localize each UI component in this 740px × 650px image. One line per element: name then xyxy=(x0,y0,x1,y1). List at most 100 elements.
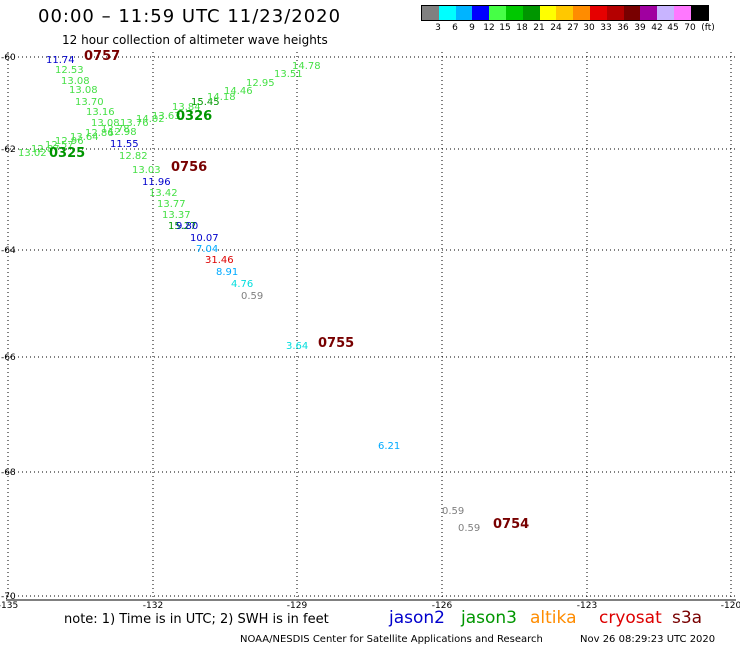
legend-label: 39 xyxy=(634,23,646,33)
x-tick-label: -120 xyxy=(721,601,740,610)
legend-label: 27 xyxy=(567,23,579,33)
legend-swatch xyxy=(690,6,708,20)
wave-height-value: 13.16 xyxy=(86,107,115,118)
wave-height-value: 12.98 xyxy=(108,127,137,138)
wave-height-value: 13.51 xyxy=(274,69,303,80)
legend-swatch xyxy=(505,6,523,20)
wave-height-value: 13.08 xyxy=(69,85,98,96)
legend-label: 15 xyxy=(499,23,511,33)
y-tick-label: -64 xyxy=(1,246,16,256)
wave-height-value: 12.53 xyxy=(55,65,84,76)
wave-height-value: 12.57 xyxy=(45,140,74,151)
wave-height-value: 13.76 xyxy=(120,118,149,129)
wave-height-value: 31.46 xyxy=(205,255,234,266)
legend-swatch xyxy=(589,6,607,20)
pass-time-label: 0756 xyxy=(171,160,207,175)
x-tick-label: -129 xyxy=(287,601,308,610)
x-tick-label: -132 xyxy=(143,601,163,610)
x-tick-label: -123 xyxy=(577,601,597,610)
wave-height-map: -135 -132 -129 -126 -123 -120 -60 -62 -64 -66 -68 -… xyxy=(0,49,740,610)
legend-swatch xyxy=(455,6,473,20)
x-tick-label: -126 xyxy=(432,601,453,610)
legend-swatch xyxy=(657,6,674,20)
wave-height-value: 13.02 xyxy=(18,148,47,159)
wave-height-value: 12.95 xyxy=(246,78,275,89)
wave-height-value: 11.74 xyxy=(46,55,75,66)
wave-height-value: 13.63 xyxy=(152,111,181,122)
wave-height-value: 12.82 xyxy=(119,151,148,162)
wave-height-value: 13.70 xyxy=(75,97,104,108)
pass-time-label: 0754 xyxy=(493,517,529,532)
wave-height-observations: 11.7412.5313.0813.0813.7013.1613.0812.78… xyxy=(18,55,480,534)
pass-time-label: 0757 xyxy=(84,49,120,64)
wave-height-value: 12.86 xyxy=(85,128,114,139)
wave-height-value: 8.91 xyxy=(216,267,238,278)
legend-swatch xyxy=(489,6,506,20)
wave-height-value: 15.45 xyxy=(191,97,220,108)
footer-note: note: 1) Time is in UTC; 2) SWH is in fe… xyxy=(64,612,329,627)
legend-swatch xyxy=(556,6,574,20)
wave-height-value: 13.37 xyxy=(162,210,191,221)
legend-label: 33 xyxy=(600,23,612,33)
y-tick-label: -70 xyxy=(1,592,16,602)
wave-height-value: 13.64 xyxy=(70,132,99,143)
chart-subtitle: 12 hour collection of altimeter wave hei… xyxy=(62,33,328,47)
legend-swatch xyxy=(422,6,439,20)
pass-time-labels: 0757 0326 0325 0756 0755 0754 xyxy=(49,49,529,532)
wave-height-value: 4.76 xyxy=(231,279,253,290)
wave-height-value: 12.78 xyxy=(101,124,130,135)
wave-height-value: 13.84 xyxy=(172,102,201,113)
legend-swatch xyxy=(640,6,658,20)
wave-height-value: 13.03 xyxy=(132,165,161,176)
chart-title: 00:00 – 11:59 UTC 11/23/2020 xyxy=(38,6,342,27)
wave-height-value: 11.96 xyxy=(142,177,171,188)
wave-height-value: 6.21 xyxy=(378,441,400,452)
wave-height-value: 0.59 xyxy=(442,506,464,517)
legend-swatch xyxy=(522,6,540,20)
legend-swatch xyxy=(539,6,557,20)
legend-label: 42 xyxy=(651,23,663,33)
wave-height-value: 15.27 xyxy=(168,221,197,232)
axis-tick-labels: -135 -132 -129 -126 -123 -120 -60 -62 -64 -66 -68 -… xyxy=(0,53,740,610)
legend-label: 9 xyxy=(469,23,475,33)
wave-height-value: 11.55 xyxy=(110,139,139,150)
legend-label: 12 xyxy=(483,23,495,33)
pass-time-label: 0325 xyxy=(49,146,85,161)
wave-height-value: 14.02 xyxy=(136,114,165,125)
wave-height-value: 13.08 xyxy=(61,76,90,87)
legend-label: 30 xyxy=(583,23,595,33)
x-tick-label: -135 xyxy=(0,601,18,610)
legend-label: 36 xyxy=(617,23,629,33)
satellite-cryosat: cryosat xyxy=(599,608,662,628)
wave-height-value: 10.07 xyxy=(190,233,219,244)
y-tick-label: -62 xyxy=(1,145,16,155)
pass-time-label: 0326 xyxy=(176,109,212,124)
legend-swatch xyxy=(606,6,624,20)
legend-label: 45 xyxy=(667,23,679,33)
wave-height-value: 14.18 xyxy=(207,92,236,103)
legend-label: 70 xyxy=(684,23,696,33)
legend-label: (ft) xyxy=(701,23,715,33)
legend-swatch xyxy=(472,6,490,20)
satellite-jason3: jason3 xyxy=(461,608,517,628)
legend-labels: 3 6 9 12 15 18 21 24 27 30 33 36 39 42 45 70 (ft) xyxy=(421,23,740,35)
wave-height-value: 12.87 xyxy=(31,144,60,155)
legend-swatch xyxy=(623,6,641,20)
wave-height-value: 13.77 xyxy=(157,199,186,210)
y-tick-label: -60 xyxy=(1,53,16,63)
satellite-s3a: s3a xyxy=(672,608,703,628)
wave-height-value: 14.46 xyxy=(224,86,253,97)
grid-lines xyxy=(6,52,736,601)
wave-height-value: 0.59 xyxy=(241,291,263,302)
wave-height-value: 7.04 xyxy=(196,244,218,255)
satellite-altika: altika xyxy=(530,608,577,628)
legend-color-bar xyxy=(421,5,709,21)
generation-timestamp: Nov 26 08:29:23 UTC 2020 xyxy=(580,634,716,645)
pass-time-label: 0755 xyxy=(318,336,354,351)
wave-height-value: 9.80 xyxy=(176,221,198,232)
legend-label: 21 xyxy=(533,23,545,33)
y-tick-label: -66 xyxy=(1,353,16,363)
wave-height-value: 0.59 xyxy=(458,523,480,534)
legend-label: 24 xyxy=(550,23,562,33)
satellite-jason2: jason2 xyxy=(389,608,445,628)
